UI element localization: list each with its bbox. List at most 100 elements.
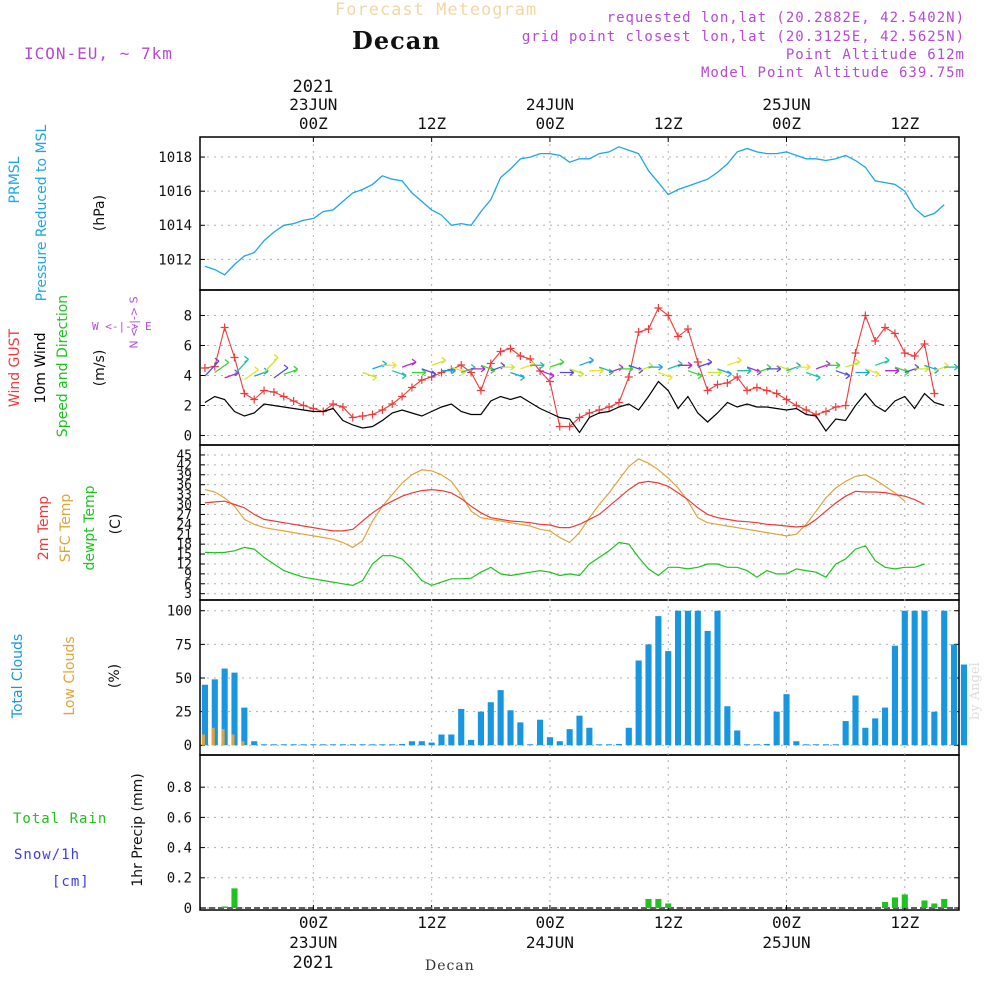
gust-marker	[240, 389, 249, 398]
total-cloud-bar	[684, 610, 691, 746]
low-cloud-bar	[241, 741, 245, 746]
rain-bar	[921, 900, 928, 908]
gust-marker	[427, 373, 436, 381]
wind-direction-arrow	[253, 367, 269, 377]
total-cloud-bar	[497, 690, 504, 746]
gust-marker	[703, 386, 712, 395]
total-cloud-bar	[773, 711, 780, 746]
low-cloud-bar	[231, 734, 235, 746]
compass-we: W <-|-> E	[92, 320, 152, 333]
gust-marker	[900, 349, 909, 357]
bottom-place: Decan	[425, 958, 475, 974]
total-cloud-bar	[408, 741, 415, 746]
wind-direction-arrow	[618, 365, 634, 373]
gust-marker	[250, 395, 259, 404]
wind-direction-arrow	[865, 368, 880, 378]
gust-marker	[772, 389, 781, 398]
total-cloud-bar	[763, 743, 770, 746]
panel4-ylabel-1: 0.2	[167, 871, 192, 887]
total-cloud-bar	[241, 707, 248, 746]
gust-marker	[733, 373, 742, 381]
gust-marker	[861, 311, 870, 320]
gust-marker	[476, 386, 485, 395]
panel4-ylabel-3: 0.6	[167, 810, 192, 826]
gust-marker	[683, 325, 692, 333]
total-cloud-bar	[270, 744, 277, 746]
gust-marker	[664, 311, 673, 320]
gust-marker	[526, 355, 535, 363]
total-cloud-bar	[261, 744, 268, 746]
gust-marker	[614, 398, 623, 407]
gust-marker	[585, 409, 594, 417]
total-cloud-bar	[320, 744, 327, 746]
total-cloud-bar	[882, 707, 889, 746]
panel1-ylabel-3: 6	[184, 338, 192, 354]
panel2-ylabel-13: 42	[176, 458, 192, 473]
wind-direction-arrow	[214, 358, 230, 374]
panel2-ylabel-10: 33	[176, 488, 192, 503]
wind-direction-arrow	[500, 363, 516, 371]
gust-marker	[289, 397, 298, 405]
rain-bar	[891, 897, 898, 908]
rain-bar	[931, 903, 938, 908]
gust-marker	[269, 388, 278, 396]
panel2-ylabel-4: 15	[176, 548, 192, 563]
total-cloud-bar	[625, 727, 632, 746]
wind-direction-arrow	[579, 356, 594, 366]
top-date-tick-2: 24JUN	[526, 95, 574, 114]
panel2-ylabel-5: 18	[176, 538, 192, 553]
total-cloud-bar	[221, 668, 228, 746]
rain-bar	[941, 898, 948, 908]
gust-marker	[634, 328, 643, 336]
bottom-date-tick-4: 25JUN	[762, 933, 810, 952]
bottom-time-tick-1: 12Z	[417, 913, 446, 932]
gust-marker	[841, 401, 850, 410]
panel3-ylabel-1: 25	[175, 705, 192, 721]
wind-direction-arrow	[944, 363, 959, 371]
total-cloud-bar	[842, 721, 849, 746]
total-cloud-bar	[349, 744, 356, 746]
panel4-ylabel-0: 0	[184, 901, 192, 917]
bottom-year-label: 2021	[293, 953, 334, 973]
total-cloud-bar	[458, 708, 465, 746]
total-cloud-bar	[694, 610, 701, 746]
panel2-ylabel-1: 6	[184, 577, 192, 592]
panel2-ylabel-6: 21	[176, 528, 192, 543]
wind-direction-arrow	[224, 369, 240, 379]
gust-marker	[821, 407, 830, 416]
gust-marker	[457, 361, 466, 369]
total-cloud-bar	[280, 744, 287, 746]
total-cloud-bar	[359, 744, 366, 746]
top-time-tick-4: 00Z	[772, 114, 801, 133]
point-altitude: Point Altitude 612m	[785, 47, 965, 63]
gust-marker	[693, 358, 702, 366]
gust-marker	[260, 386, 269, 395]
total-cloud-bar	[645, 644, 652, 746]
total-cloud-bar	[615, 743, 622, 746]
snow-unit: [cm]	[52, 874, 90, 890]
wind-direction-arrow	[697, 358, 713, 368]
wind-direction-arrow	[559, 368, 575, 377]
wind-direction-arrow	[362, 371, 378, 382]
total-cloud-bar	[744, 744, 751, 746]
top-date-tick-0: 23JUN	[289, 95, 337, 114]
gust-marker	[910, 352, 919, 360]
gust-marker	[605, 403, 614, 411]
panel3-ylabel-3: 75	[175, 637, 192, 653]
gust-marker	[782, 395, 791, 404]
wind-direction-arrow	[539, 370, 555, 380]
wind-direction-arrow	[805, 371, 821, 382]
total-cloud-bar	[832, 744, 839, 746]
pressure-line	[204, 146, 945, 276]
wind-direction-arrow	[283, 365, 299, 375]
panel2-ylabel-2: 9	[184, 567, 192, 582]
gust-marker	[890, 329, 899, 338]
gust-marker	[851, 349, 860, 357]
total-cloud-bar	[546, 737, 553, 746]
wind-direction-arrow	[431, 356, 447, 366]
gust-marker	[565, 422, 574, 431]
total-cloud-bar	[596, 744, 603, 746]
panel-frame-4	[199, 754, 960, 911]
wind-direction-arrow	[411, 368, 427, 377]
wind-direction-arrow	[717, 368, 732, 378]
